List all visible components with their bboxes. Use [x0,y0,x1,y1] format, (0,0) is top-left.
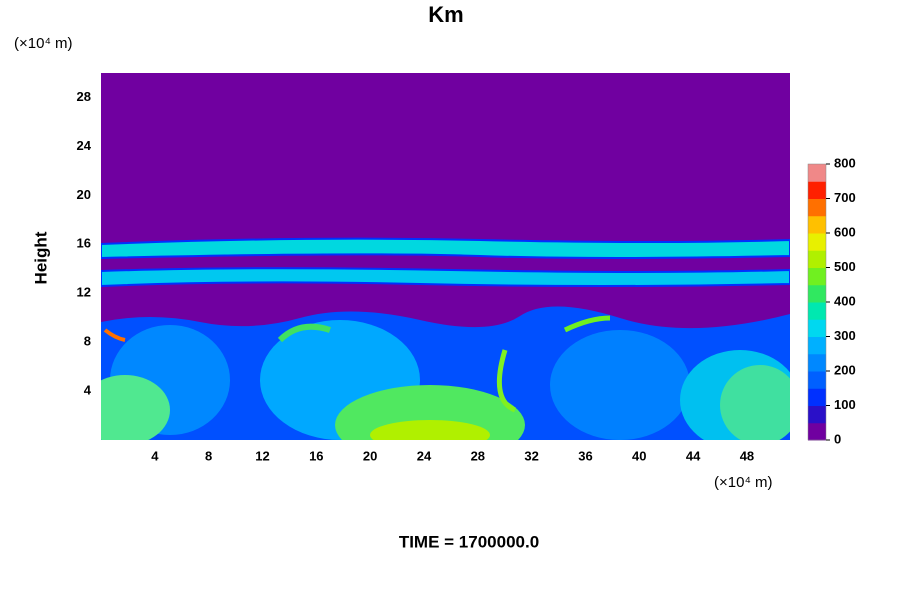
colorbar-swatch [808,319,826,337]
colorbar-swatch [808,233,826,251]
y-tick-label: 20 [77,187,91,202]
field [101,73,790,440]
y-tick-label: 4 [84,383,92,398]
y-tick-label: 16 [77,236,91,251]
y-tick-label: 24 [77,138,92,153]
x-tick-label: 12 [255,448,269,463]
colorbar-swatch [808,267,826,286]
y-axis-label: Height [31,231,50,284]
colorbar-swatch [808,353,826,372]
colorbar-swatch [808,422,826,441]
colorbar-swatch [808,250,826,268]
x-tick-label: 44 [686,448,701,463]
time-label: TIME = 1700000.0 [399,532,539,551]
y-tick-label: 12 [77,285,91,300]
x-tick-label: 36 [578,448,592,463]
colorbar-swatch [808,181,826,199]
y-tick-label: 8 [84,334,91,349]
colorbar-tick-label: 100 [834,397,856,412]
y-unit: (×10⁴ m) [14,35,73,52]
x-tick-label: 24 [417,448,432,463]
colorbar-swatch [808,164,826,182]
x-tick-label: 4 [151,448,159,463]
colorbar-swatch [808,198,826,217]
colorbar-swatch [808,302,826,320]
x-tick-label: 20 [363,448,377,463]
colorbar-swatch [808,405,826,424]
colorbar-tick-label: 200 [834,362,856,377]
colorbar-swatch [808,284,826,303]
x-unit: (×10⁴ m) [714,474,773,491]
colorbar-tick-label: 300 [834,328,856,343]
x-tick-label: 28 [471,448,485,463]
colorbar-swatch [808,215,826,234]
x-tick-label: 16 [309,448,323,463]
chart-title: Km [428,2,463,27]
colorbar-swatch [808,371,826,389]
x-tick-label: 40 [632,448,646,463]
colorbar-tick-label: 700 [834,190,856,205]
colorbar-tick-label: 400 [834,293,856,308]
colorbar-swatch [808,388,826,406]
x-tick-label: 48 [740,448,754,463]
colorbar-tick-label: 600 [834,224,856,239]
colorbar-tick-label: 500 [834,259,856,274]
colorbar-tick-label: 800 [834,155,856,170]
colorbar-swatch [808,336,826,355]
y-tick-label: 28 [77,89,91,104]
x-tick-label: 8 [205,448,212,463]
colorbar-tick-label: 0 [834,431,841,446]
x-tick-label: 32 [524,448,538,463]
